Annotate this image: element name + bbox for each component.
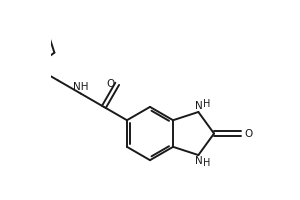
Text: O: O — [244, 129, 253, 139]
Text: O: O — [106, 79, 114, 89]
Text: N: N — [194, 101, 202, 111]
Text: H: H — [203, 99, 211, 109]
Text: H: H — [203, 158, 211, 168]
Text: N: N — [194, 156, 202, 166]
Text: NH: NH — [73, 82, 88, 92]
